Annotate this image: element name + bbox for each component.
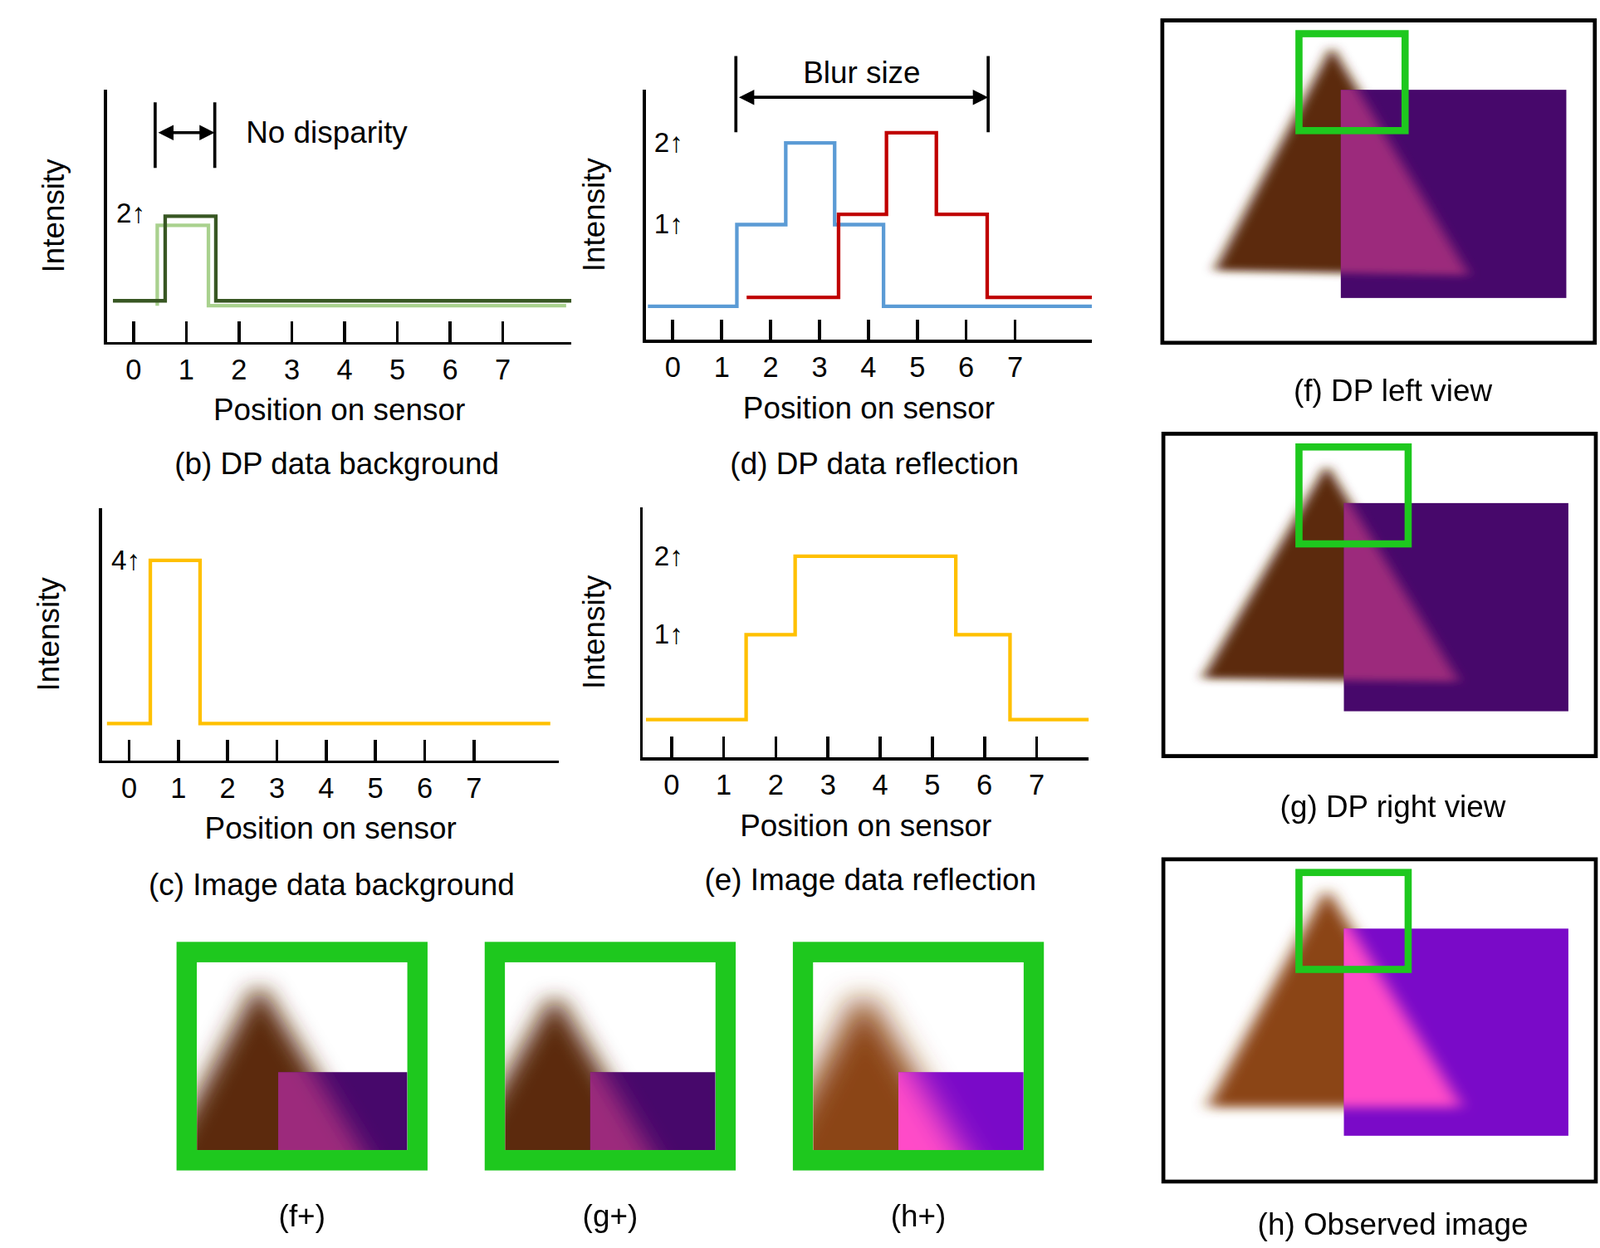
html-text:(h+): (h+) <box>890 1198 947 1233</box>
svg-text:2: 2 <box>763 351 779 383</box>
html-text:(g+): (g+) <box>582 1198 638 1233</box>
svg-text:5: 5 <box>389 353 406 386</box>
svg-text:4: 4 <box>860 351 876 383</box>
svg-text:2: 2 <box>220 772 236 804</box>
svg-text:3: 3 <box>820 768 837 801</box>
svg-text:2↑: 2↑ <box>116 197 146 229</box>
svg-text:1: 1 <box>714 351 730 383</box>
html-text:(g) DP right view: (g) DP right view <box>1280 789 1506 824</box>
svg-text:Intensity: Intensity <box>31 577 66 692</box>
svg-text:7: 7 <box>1007 351 1023 383</box>
svg-text:7: 7 <box>1028 768 1045 801</box>
svg-text:7: 7 <box>494 353 511 386</box>
svg-text:0: 0 <box>663 768 680 801</box>
svg-text:5: 5 <box>924 768 940 801</box>
svg-text:1↑: 1↑ <box>654 618 684 650</box>
svg-text:2↑: 2↑ <box>654 540 684 572</box>
svg-text:1↑: 1↑ <box>654 208 684 240</box>
svg-text:3: 3 <box>811 351 827 383</box>
html-text:(d) DP data reflection: (d) DP data reflection <box>730 446 1019 481</box>
svg-text:1: 1 <box>715 768 732 801</box>
svg-text:Position on sensor: Position on sensor <box>743 391 995 426</box>
html-text:(e) Image data reflection: (e) Image data reflection <box>704 862 1037 896</box>
html-text:(c) Image data background: (c) Image data background <box>148 867 515 902</box>
svg-text:Intensity: Intensity <box>577 156 612 272</box>
html-text:(f) DP left view: (f) DP left view <box>1293 373 1493 408</box>
svg-text:2: 2 <box>768 768 784 801</box>
svg-text:4: 4 <box>336 353 353 386</box>
svg-text:No disparity: No disparity <box>245 115 408 150</box>
svg-text:5: 5 <box>909 351 925 383</box>
svg-text:2↑: 2↑ <box>654 127 684 158</box>
svg-text:1: 1 <box>178 353 195 386</box>
svg-text:0: 0 <box>665 351 681 383</box>
svg-text:3: 3 <box>283 353 300 386</box>
svg-text:3: 3 <box>269 772 285 804</box>
svg-text:6: 6 <box>976 768 993 801</box>
svg-text:2: 2 <box>230 353 247 386</box>
svg-text:Position on sensor: Position on sensor <box>739 808 992 843</box>
svg-text:Position on sensor: Position on sensor <box>205 811 457 846</box>
svg-text:Intensity: Intensity <box>36 158 71 274</box>
svg-text:Intensity: Intensity <box>577 574 612 690</box>
svg-text:6: 6 <box>416 772 433 804</box>
svg-text:4: 4 <box>871 768 888 801</box>
svg-text:4↑: 4↑ <box>111 544 141 576</box>
html-text:(f+): (f+) <box>278 1198 326 1233</box>
svg-text:6: 6 <box>441 353 458 386</box>
svg-text:1: 1 <box>170 772 186 804</box>
svg-text:7: 7 <box>465 772 482 804</box>
svg-text:5: 5 <box>367 772 384 804</box>
svg-text:Blur size: Blur size <box>802 55 920 90</box>
svg-text:6: 6 <box>958 351 974 383</box>
svg-text:0: 0 <box>125 353 142 386</box>
html-text:(b) DP data background: (b) DP data background <box>174 446 499 481</box>
svg-text:0: 0 <box>121 772 138 804</box>
svg-text:Position on sensor: Position on sensor <box>213 392 465 427</box>
svg-text:4: 4 <box>318 772 334 804</box>
html-text:(h) Observed image: (h) Observed image <box>1257 1207 1529 1241</box>
